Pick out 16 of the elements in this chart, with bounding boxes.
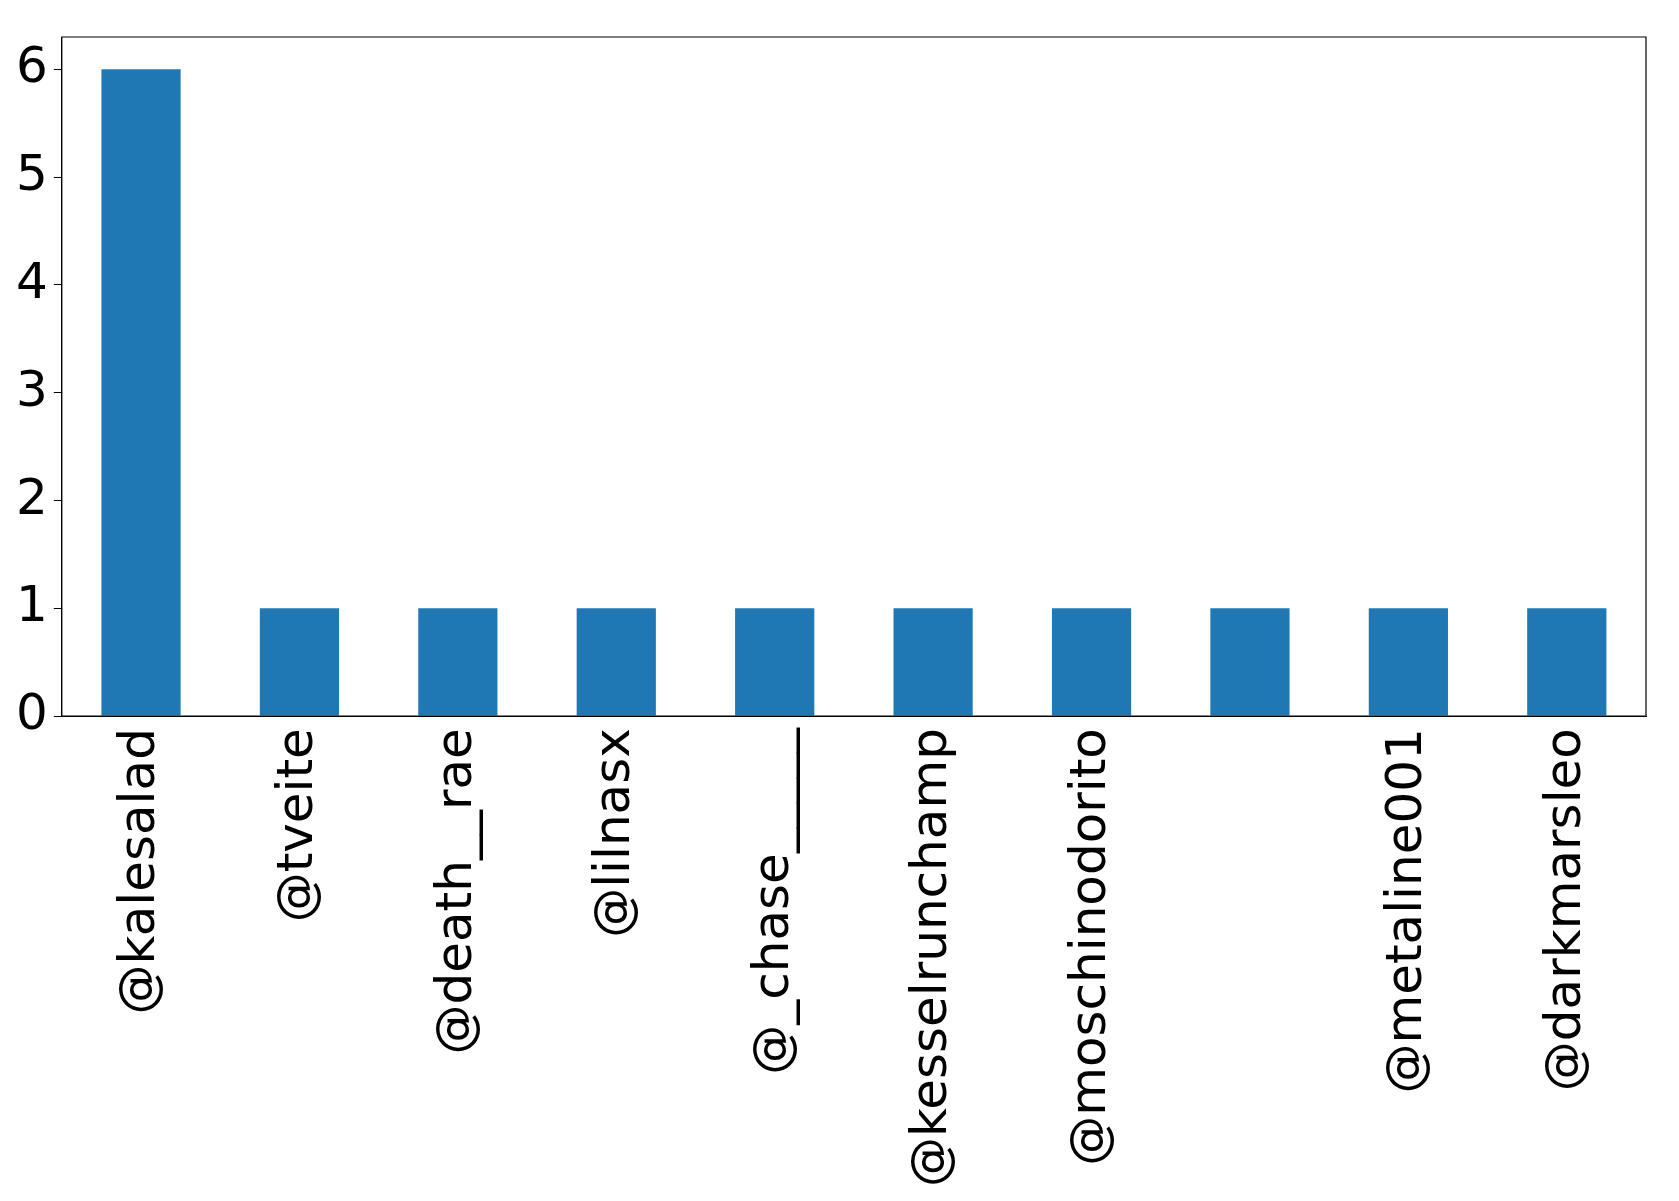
x-tick-label: @darkmarsleo bbox=[1533, 728, 1592, 1092]
x-tick-label: @lilnasx bbox=[583, 728, 642, 938]
y-tick-label: 2 bbox=[16, 467, 48, 526]
x-tick-label: @kalesalad bbox=[108, 728, 167, 1015]
x-tick-label: @death__rae bbox=[424, 728, 483, 1055]
y-tick-label: 6 bbox=[16, 36, 48, 95]
x-tick-label: @kesselrunchamp bbox=[900, 728, 959, 1187]
y-tick-label: 0 bbox=[16, 683, 48, 742]
y-tick-label: 4 bbox=[16, 251, 48, 310]
x-tick-label: @metaline001 bbox=[1375, 728, 1434, 1094]
x-tick-label: @moschinodorito bbox=[1058, 728, 1117, 1166]
y-tick-label: 1 bbox=[16, 575, 48, 634]
x-tick-label: @_chase_____ bbox=[741, 727, 800, 1075]
x-tick-label: @tveite bbox=[266, 728, 325, 923]
y-tick-label: 5 bbox=[16, 144, 48, 203]
y-tick-label: 3 bbox=[16, 359, 48, 418]
